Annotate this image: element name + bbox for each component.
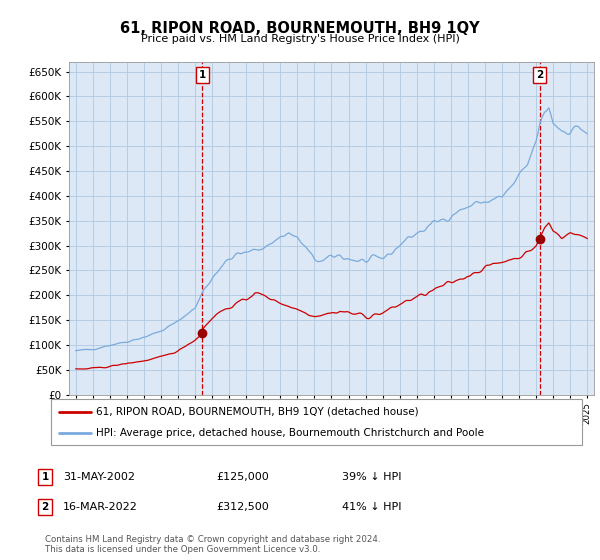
Text: 2: 2	[41, 502, 49, 512]
Text: 1: 1	[41, 472, 49, 482]
Text: Contains HM Land Registry data © Crown copyright and database right 2024.: Contains HM Land Registry data © Crown c…	[45, 535, 380, 544]
Text: 41% ↓ HPI: 41% ↓ HPI	[342, 502, 401, 512]
Text: 61, RIPON ROAD, BOURNEMOUTH, BH9 1QY: 61, RIPON ROAD, BOURNEMOUTH, BH9 1QY	[120, 21, 480, 36]
Text: £125,000: £125,000	[216, 472, 269, 482]
Text: 39% ↓ HPI: 39% ↓ HPI	[342, 472, 401, 482]
Text: HPI: Average price, detached house, Bournemouth Christchurch and Poole: HPI: Average price, detached house, Bour…	[96, 428, 484, 438]
Text: 61, RIPON ROAD, BOURNEMOUTH, BH9 1QY (detached house): 61, RIPON ROAD, BOURNEMOUTH, BH9 1QY (de…	[96, 407, 419, 417]
Text: 31-MAY-2002: 31-MAY-2002	[63, 472, 135, 482]
FancyBboxPatch shape	[51, 399, 582, 445]
Text: £312,500: £312,500	[216, 502, 269, 512]
Text: This data is licensed under the Open Government Licence v3.0.: This data is licensed under the Open Gov…	[45, 545, 320, 554]
Text: Price paid vs. HM Land Registry's House Price Index (HPI): Price paid vs. HM Land Registry's House …	[140, 34, 460, 44]
Text: 16-MAR-2022: 16-MAR-2022	[63, 502, 138, 512]
Text: 2: 2	[536, 70, 543, 80]
Text: 1: 1	[199, 70, 206, 80]
